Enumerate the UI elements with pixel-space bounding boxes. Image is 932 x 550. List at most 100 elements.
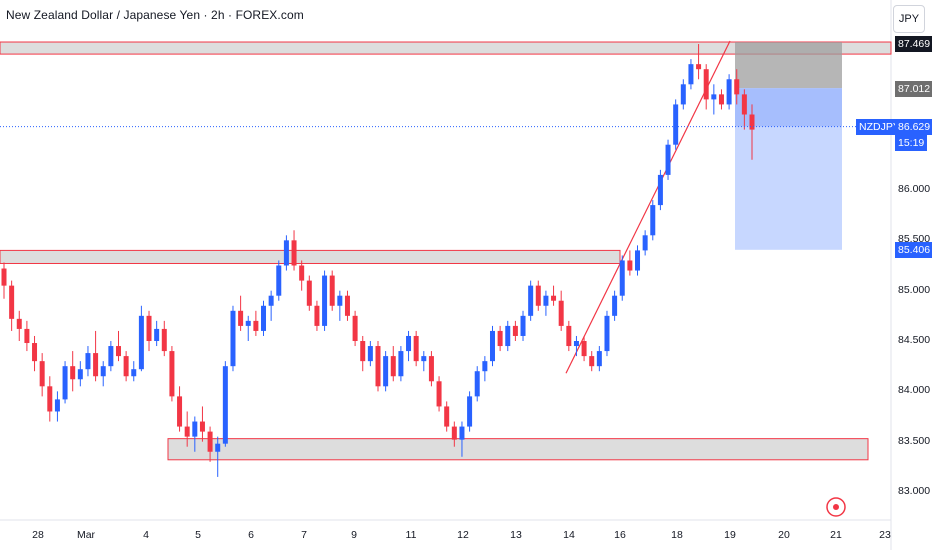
- candle-body: [726, 79, 732, 105]
- candle-body: [543, 295, 549, 306]
- price-axis-label: 84.500: [898, 334, 931, 346]
- price-tag-target: 87.012: [895, 81, 932, 97]
- candle-body: [299, 265, 305, 281]
- candle-body: [47, 386, 53, 412]
- candle-body: [108, 346, 114, 367]
- price-tag-countdown: 15:19: [895, 135, 928, 151]
- candle-body: [62, 366, 68, 400]
- candle-body: [245, 320, 251, 326]
- candle-body: [673, 104, 679, 145]
- time-axis-label: 6: [248, 529, 254, 541]
- candle-body: [352, 315, 358, 342]
- candle-body: [604, 315, 610, 352]
- candle-body: [161, 328, 167, 352]
- candle-body: [222, 366, 228, 444]
- candle-body: [261, 305, 267, 331]
- candle-body: [421, 356, 427, 362]
- position-stop-box: [735, 126, 842, 250]
- time-axis-label: 13: [510, 529, 522, 541]
- candle-body: [696, 64, 702, 70]
- candle-body: [528, 285, 534, 316]
- time-axis-label: 7: [301, 529, 307, 541]
- candle-body: [24, 328, 30, 344]
- trendline-segment: [565, 40, 731, 374]
- candle-body: [306, 280, 312, 306]
- candle-body: [93, 353, 99, 377]
- candle-body: [199, 421, 205, 432]
- price-axis-label: 84.000: [898, 384, 931, 397]
- time-axis-label: 16: [614, 529, 626, 541]
- candle-body: [482, 361, 488, 372]
- candle-body: [85, 353, 91, 370]
- trendline[interactable]: [565, 40, 731, 374]
- candle-body: [413, 335, 419, 362]
- candle-body: [291, 240, 297, 266]
- candle-body: [688, 64, 694, 85]
- time-axis-label: 12: [457, 529, 469, 541]
- candle-body: [238, 310, 244, 326]
- candle-body: [314, 305, 320, 326]
- candle-body: [436, 381, 442, 407]
- candle-body: [177, 396, 183, 427]
- price-axis-label: 85.000: [898, 283, 931, 296]
- candle-body: [489, 330, 495, 362]
- time-axis-label: 4: [143, 529, 149, 541]
- candle-body: [344, 295, 350, 316]
- long-position-tool[interactable]: [735, 42, 842, 250]
- candle-body: [512, 325, 518, 336]
- candle-body: [70, 366, 76, 380]
- candle-body: [268, 295, 274, 306]
- candle-body: [146, 315, 152, 342]
- candle-body: [535, 285, 541, 306]
- candle-body: [207, 431, 213, 452]
- candle-body: [131, 369, 137, 377]
- candle-body: [444, 406, 450, 427]
- candle-body: [451, 426, 457, 440]
- candle-body: [581, 341, 587, 357]
- candle-body: [322, 275, 328, 326]
- candle-body: [734, 79, 740, 95]
- candle-body: [596, 351, 602, 367]
- candle-body: [154, 328, 160, 342]
- candle-body: [520, 315, 526, 336]
- price-axis-label: 83.500: [898, 434, 931, 447]
- candle-body: [558, 300, 564, 326]
- candle-body: [253, 320, 259, 331]
- price-axis-label: 86.000: [898, 183, 931, 195]
- candle-body: [627, 260, 633, 271]
- candle-body: [474, 371, 480, 397]
- price-tag-stop: 85.406: [895, 242, 932, 258]
- time-axis-label: 18: [671, 529, 683, 541]
- candle-body: [390, 356, 396, 377]
- candle-body: [9, 285, 15, 319]
- candle-body: [467, 396, 473, 427]
- candlestick-series: [1, 44, 755, 477]
- time-axis-label: 28: [32, 529, 44, 541]
- price-tag-level-top: 87.469: [895, 36, 932, 52]
- candle-body: [650, 205, 656, 236]
- candle-body: [123, 356, 129, 377]
- support-resistance-zones: [0, 41, 892, 461]
- candle-body: [115, 346, 121, 357]
- zone-rect: [167, 438, 869, 461]
- candle-body: [375, 346, 381, 387]
- candle-body: [383, 356, 389, 387]
- candle-body: [16, 318, 22, 329]
- time-axis-label: Mar: [76, 529, 96, 541]
- candle-body: [680, 84, 686, 105]
- candle-body: [32, 343, 38, 362]
- candle-body: [276, 265, 282, 296]
- target-circle-icon[interactable]: [826, 497, 846, 517]
- time-axis-label: 14: [563, 529, 575, 541]
- candle-body: [192, 421, 198, 437]
- time-axis-label: 20: [778, 529, 790, 541]
- candle-body: [230, 310, 236, 367]
- candle-body: [505, 325, 511, 347]
- candle-body: [718, 94, 724, 105]
- candle-body: [54, 399, 60, 412]
- currency-button[interactable]: JPY: [893, 5, 925, 33]
- candle-body: [497, 330, 503, 347]
- candle-body: [665, 144, 671, 175]
- candle-body: [573, 341, 579, 347]
